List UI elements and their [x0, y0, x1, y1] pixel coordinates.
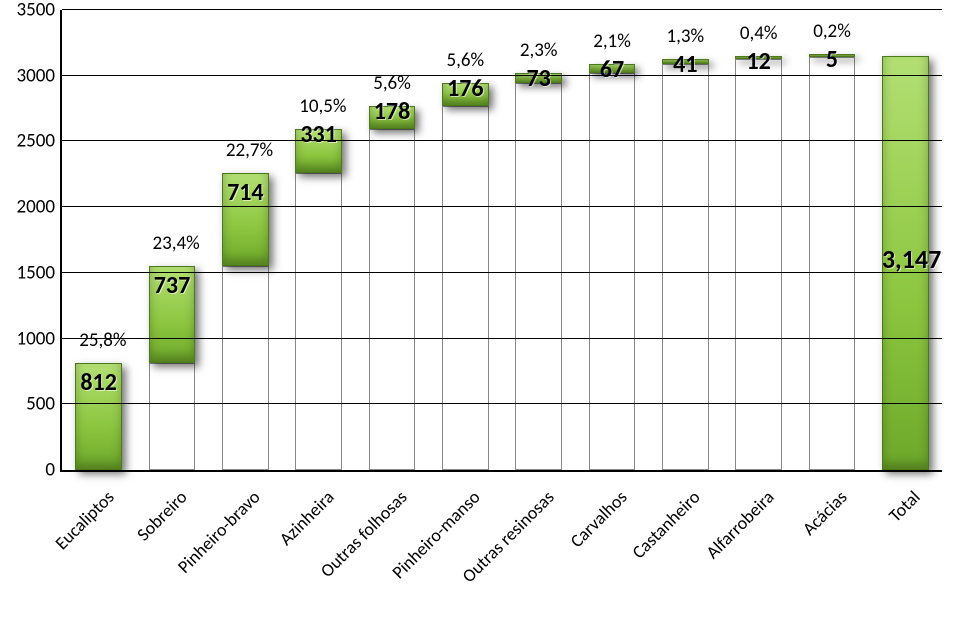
category-label: Total: [884, 486, 924, 526]
value-label: 176: [442, 74, 489, 103]
y-tick-label: 1500: [5, 261, 55, 284]
value-label: 5: [809, 45, 856, 74]
percent-label: 10,5%: [295, 94, 342, 119]
bar-base: [295, 173, 342, 470]
percent-label: 2,3%: [515, 38, 562, 63]
value-label: 714: [222, 178, 269, 207]
value-label: 178: [369, 97, 416, 126]
percent-label: 0,2%: [809, 19, 856, 44]
grid-line: [62, 403, 942, 404]
bar-base: [222, 266, 269, 470]
grid-line: [62, 272, 942, 273]
bar-item: 672,1%: [589, 10, 636, 470]
category-label: Alfarrobeira: [701, 486, 778, 563]
grid-line: [62, 206, 942, 207]
value-label: 737: [149, 271, 196, 300]
bar-base: [809, 57, 856, 470]
y-tick-label: 1000: [5, 327, 55, 350]
bar-item: 1765,6%: [442, 10, 489, 470]
percent-label: 23,4%: [149, 231, 196, 256]
bar-total: 3,147: [882, 10, 929, 470]
bar-item: 120,4%: [735, 10, 782, 470]
category-label: Carvalhos: [566, 486, 632, 552]
bar-base: [149, 363, 196, 470]
value-label: 331: [295, 120, 342, 149]
bar-item: 737 23,4%: [149, 10, 196, 470]
value-label: 812: [75, 368, 122, 397]
plot-area: 81225,8%73723,4%71422,7%33110,5%1785,6%1…: [60, 10, 942, 472]
percent-label: 1,3%: [662, 24, 709, 49]
percent-label: 25,8%: [75, 328, 122, 353]
grid-line: [62, 9, 942, 10]
bar-base: [662, 64, 709, 470]
grid-line: [62, 338, 942, 339]
grid-line: [62, 140, 942, 141]
grid-line: [62, 75, 942, 76]
value-label: 73: [515, 64, 562, 93]
waterfall-chart: 81225,8%73723,4%71422,7%33110,5%1785,6%1…: [0, 0, 955, 617]
bar-item: 50,2%: [809, 10, 856, 470]
bar-base: [369, 129, 416, 470]
bar-base: [735, 59, 782, 470]
bar-item: 732,3%: [515, 10, 562, 470]
category-label: Sobreiro: [132, 486, 191, 545]
value-label: 67: [589, 55, 636, 84]
bar-item: 411,3%: [662, 10, 709, 470]
category-label: Azinheira: [274, 486, 338, 550]
category-label: Castanheiro: [628, 486, 705, 563]
bar-item: 1785,6%: [369, 10, 416, 470]
y-tick-label: 500: [5, 393, 55, 416]
value-label: 12: [735, 47, 782, 76]
y-tick-label: 3000: [5, 64, 55, 87]
value-label: 3,147: [882, 243, 929, 275]
percent-label: 5,6%: [442, 48, 489, 73]
y-tick-label: 0: [5, 459, 55, 482]
category-label: Acácias: [798, 486, 852, 540]
percent-label: 2,1%: [589, 29, 636, 54]
bar-item: 33110,5%: [295, 10, 342, 470]
percent-label: 0,4%: [735, 21, 782, 46]
bar-item: 71422,7%: [222, 10, 269, 470]
y-tick-label: 3500: [5, 0, 55, 22]
y-tick-label: 2000: [5, 196, 55, 219]
category-label: Eucaliptos: [50, 486, 118, 554]
y-tick-label: 2500: [5, 130, 55, 153]
bars-layer: 81225,8%73723,4%71422,7%33110,5%1785,6%1…: [62, 10, 942, 470]
bar-item: 812 25,8%: [75, 10, 122, 470]
bar-base: [442, 106, 489, 470]
